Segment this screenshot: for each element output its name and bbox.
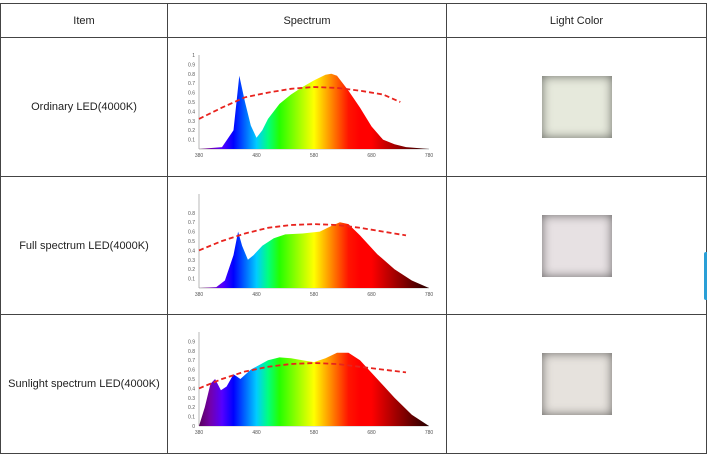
x-tick-label: 780: [425, 292, 434, 298]
y-tick-label: 0.4: [188, 248, 195, 254]
y-tick-label: 0.7: [188, 81, 195, 87]
table-row: Ordinary LED(4000K) 1 0.9 0.8 0.7 0.6 0.5 0.4 0…: [0, 37, 707, 177]
x-tick-label: 580: [310, 292, 319, 298]
spectrum-cell: 0.8 0.7 0.6 0.5 0.4 0.3 0.2 0.1 380 480 580 680 780: [167, 176, 447, 315]
y-tick-label: 0.3: [188, 257, 195, 263]
y-tick-label: 0.8: [188, 210, 195, 216]
x-tick-label: 680: [367, 153, 376, 159]
reference-curve: [198, 362, 407, 390]
y-tick-label: 0.1: [188, 415, 195, 421]
x-tick-label: 380: [195, 430, 204, 436]
y-tick-label: 0.7: [188, 358, 195, 364]
y-tick-label: 0.6: [188, 368, 195, 374]
header-light-color: Light Color: [446, 3, 707, 38]
spectrum-area: [199, 73, 429, 149]
reference-curve: [198, 222, 407, 251]
y-tick-label: 0.1: [188, 138, 195, 144]
y-tick-label: 0.9: [188, 339, 195, 345]
y-tick-label: 0.1: [188, 276, 195, 282]
x-tick-label: 480: [252, 153, 261, 159]
y-tick-label: 0.5: [188, 377, 195, 383]
y-tick-label: 0.2: [188, 405, 195, 411]
side-scroll-tab[interactable]: [704, 252, 707, 300]
spectrum-area: [199, 221, 429, 288]
header-spectrum: Spectrum: [167, 3, 447, 38]
table-row: Sunlight spectrum LED(4000K) 0.9 0.8 0.7 0.…: [0, 314, 707, 454]
light-color-cell: [446, 37, 707, 177]
spectrum-cell: 1 0.9 0.8 0.7 0.6 0.5 0.4 0.3 0.2 0.1 380 480 580 680…: [167, 37, 447, 177]
table-row: Full spectrum LED(4000K) 0.8 0.7 0.6 0.5 0.4…: [0, 176, 707, 315]
y-tick-label: 0.5: [188, 100, 195, 106]
y-tick-label: 0.6: [188, 91, 195, 97]
y-tick-label: 0: [192, 424, 195, 430]
y-tick-label: 0.3: [188, 396, 195, 402]
x-tick-label: 780: [425, 430, 434, 436]
y-tick-label: 0.3: [188, 119, 195, 125]
light-color-swatch: [541, 214, 612, 277]
x-tick-label: 380: [195, 292, 204, 298]
y-tick-label: 0.8: [188, 72, 195, 78]
y-tick-label: 0.5: [188, 239, 195, 245]
reference-curve: [198, 86, 401, 120]
spectrum-cell: 0.9 0.8 0.7 0.6 0.5 0.4 0.3 0.2 0.1 0 380 480 580 680…: [167, 314, 447, 454]
x-tick-label: 380: [195, 153, 204, 159]
y-tick-label: 0.2: [188, 128, 195, 134]
y-tick-label: 0.6: [188, 229, 195, 235]
item-label: Ordinary LED(4000K): [0, 37, 168, 177]
y-tick-label: 0.4: [188, 109, 195, 115]
light-color-cell: [446, 176, 707, 315]
x-tick-label: 680: [367, 292, 376, 298]
spectrum-chart: 0.8 0.7 0.6 0.5 0.4 0.3 0.2 0.1 380 480 580 680 780: [188, 193, 434, 298]
x-tick-label: 580: [310, 430, 319, 436]
x-tick-label: 580: [310, 153, 319, 159]
x-tick-label: 480: [252, 430, 261, 436]
y-tick-label: 0.4: [188, 386, 195, 392]
spectrum-chart: 1 0.9 0.8 0.7 0.6 0.5 0.4 0.3 0.2 0.1 380 480 580 680…: [188, 53, 434, 159]
x-tick-label: 780: [425, 153, 434, 159]
light-color-swatch: [541, 353, 612, 415]
y-tick-label: 0.7: [188, 220, 195, 226]
spectrum-area: [199, 352, 429, 426]
y-tick-label: 0.9: [188, 62, 195, 68]
y-tick-label: 0.2: [188, 267, 195, 273]
x-tick-label: 480: [252, 292, 261, 298]
comparison-table: Item Spectrum Light Color Ordinary LED(4…: [0, 3, 707, 454]
y-tick-label: 0.8: [188, 349, 195, 355]
header-item: Item: [0, 3, 168, 38]
y-tick-label: 1: [192, 53, 195, 59]
light-color-swatch: [541, 76, 612, 138]
light-color-cell: [446, 314, 707, 454]
item-label: Sunlight spectrum LED(4000K): [0, 314, 168, 454]
x-tick-label: 680: [367, 430, 376, 436]
item-label: Full spectrum LED(4000K): [0, 176, 168, 315]
